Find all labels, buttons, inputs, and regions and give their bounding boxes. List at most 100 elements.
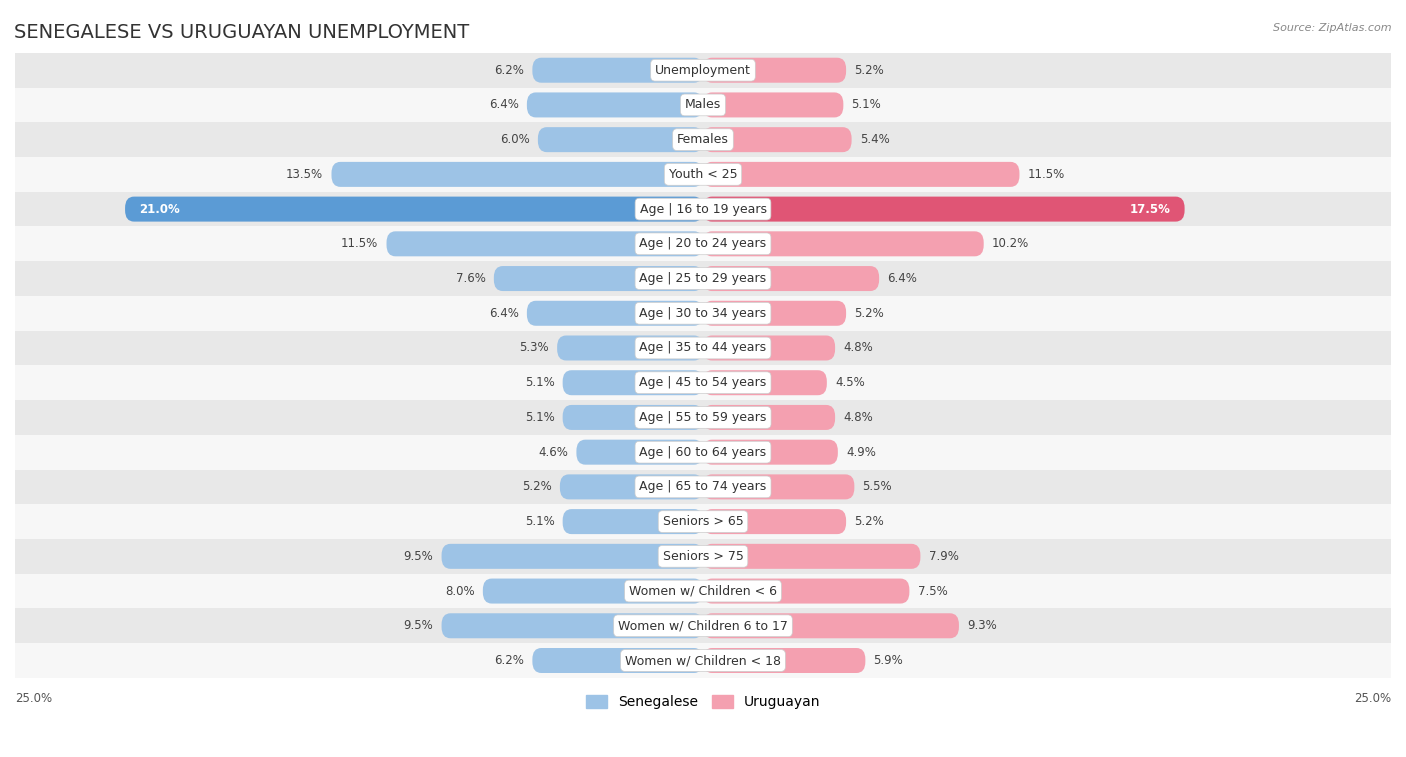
Text: Females: Females [678, 133, 728, 146]
Text: Age | 65 to 74 years: Age | 65 to 74 years [640, 481, 766, 494]
FancyBboxPatch shape [557, 335, 703, 360]
Bar [15, 331, 1391, 366]
Text: Age | 16 to 19 years: Age | 16 to 19 years [640, 203, 766, 216]
FancyBboxPatch shape [703, 301, 846, 326]
Text: 5.2%: 5.2% [855, 307, 884, 319]
Text: 9.5%: 9.5% [404, 550, 433, 563]
Text: 10.2%: 10.2% [993, 238, 1029, 251]
FancyBboxPatch shape [703, 405, 835, 430]
FancyBboxPatch shape [533, 648, 703, 673]
Text: 6.4%: 6.4% [887, 272, 917, 285]
FancyBboxPatch shape [703, 266, 879, 291]
Text: Source: ZipAtlas.com: Source: ZipAtlas.com [1274, 23, 1392, 33]
Text: 6.0%: 6.0% [501, 133, 530, 146]
Bar [15, 261, 1391, 296]
FancyBboxPatch shape [562, 370, 703, 395]
Text: Age | 30 to 34 years: Age | 30 to 34 years [640, 307, 766, 319]
Text: 5.2%: 5.2% [855, 64, 884, 76]
FancyBboxPatch shape [703, 613, 959, 638]
FancyBboxPatch shape [703, 509, 846, 534]
Bar [15, 504, 1391, 539]
Text: 5.2%: 5.2% [855, 515, 884, 528]
FancyBboxPatch shape [527, 301, 703, 326]
Bar [15, 400, 1391, 435]
Bar [15, 609, 1391, 643]
Text: 5.1%: 5.1% [524, 411, 554, 424]
FancyBboxPatch shape [703, 335, 835, 360]
FancyBboxPatch shape [441, 544, 703, 569]
FancyBboxPatch shape [703, 440, 838, 465]
Text: Women w/ Children < 18: Women w/ Children < 18 [626, 654, 780, 667]
Text: 4.9%: 4.9% [846, 446, 876, 459]
Text: Age | 60 to 64 years: Age | 60 to 64 years [640, 446, 766, 459]
Bar [15, 469, 1391, 504]
Bar [15, 643, 1391, 678]
FancyBboxPatch shape [482, 578, 703, 603]
FancyBboxPatch shape [703, 544, 921, 569]
Text: 4.8%: 4.8% [844, 341, 873, 354]
FancyBboxPatch shape [125, 197, 703, 222]
Text: Males: Males [685, 98, 721, 111]
Text: 7.5%: 7.5% [918, 584, 948, 597]
FancyBboxPatch shape [527, 92, 703, 117]
Bar [15, 226, 1391, 261]
FancyBboxPatch shape [703, 127, 852, 152]
Bar [15, 88, 1391, 123]
Bar [15, 53, 1391, 88]
Bar [15, 539, 1391, 574]
Text: 13.5%: 13.5% [285, 168, 323, 181]
FancyBboxPatch shape [538, 127, 703, 152]
Text: Age | 55 to 59 years: Age | 55 to 59 years [640, 411, 766, 424]
Text: Seniors > 75: Seniors > 75 [662, 550, 744, 563]
Text: 25.0%: 25.0% [1354, 692, 1391, 705]
Text: 6.2%: 6.2% [495, 64, 524, 76]
FancyBboxPatch shape [703, 92, 844, 117]
Text: 25.0%: 25.0% [15, 692, 52, 705]
FancyBboxPatch shape [703, 648, 865, 673]
Text: 5.1%: 5.1% [524, 515, 554, 528]
Text: 5.9%: 5.9% [873, 654, 904, 667]
Text: 4.5%: 4.5% [835, 376, 865, 389]
Bar [15, 296, 1391, 331]
Text: 5.4%: 5.4% [860, 133, 890, 146]
Text: SENEGALESE VS URUGUAYAN UNEMPLOYMENT: SENEGALESE VS URUGUAYAN UNEMPLOYMENT [14, 23, 470, 42]
Text: 21.0%: 21.0% [139, 203, 180, 216]
Text: 5.3%: 5.3% [519, 341, 548, 354]
Text: 9.5%: 9.5% [404, 619, 433, 632]
FancyBboxPatch shape [703, 58, 846, 83]
Text: 11.5%: 11.5% [342, 238, 378, 251]
FancyBboxPatch shape [533, 58, 703, 83]
Text: 5.1%: 5.1% [852, 98, 882, 111]
Text: 5.2%: 5.2% [522, 481, 551, 494]
Text: 9.3%: 9.3% [967, 619, 997, 632]
Bar [15, 574, 1391, 609]
FancyBboxPatch shape [387, 232, 703, 257]
Text: 5.5%: 5.5% [863, 481, 893, 494]
FancyBboxPatch shape [494, 266, 703, 291]
FancyBboxPatch shape [332, 162, 703, 187]
Text: Age | 45 to 54 years: Age | 45 to 54 years [640, 376, 766, 389]
FancyBboxPatch shape [562, 509, 703, 534]
FancyBboxPatch shape [703, 578, 910, 603]
Text: Age | 25 to 29 years: Age | 25 to 29 years [640, 272, 766, 285]
Text: 6.4%: 6.4% [489, 307, 519, 319]
Text: Women w/ Children < 6: Women w/ Children < 6 [628, 584, 778, 597]
Text: 8.0%: 8.0% [444, 584, 475, 597]
FancyBboxPatch shape [703, 232, 984, 257]
Text: Unemployment: Unemployment [655, 64, 751, 76]
Text: 11.5%: 11.5% [1028, 168, 1064, 181]
Text: 6.2%: 6.2% [495, 654, 524, 667]
Text: Age | 20 to 24 years: Age | 20 to 24 years [640, 238, 766, 251]
Bar [15, 192, 1391, 226]
Text: 4.6%: 4.6% [538, 446, 568, 459]
FancyBboxPatch shape [703, 197, 1185, 222]
Text: Seniors > 65: Seniors > 65 [662, 515, 744, 528]
Text: Women w/ Children 6 to 17: Women w/ Children 6 to 17 [619, 619, 787, 632]
Bar [15, 123, 1391, 157]
Text: 5.1%: 5.1% [524, 376, 554, 389]
Bar [15, 157, 1391, 192]
FancyBboxPatch shape [560, 475, 703, 500]
Bar [15, 435, 1391, 469]
Text: 7.6%: 7.6% [456, 272, 485, 285]
Text: Youth < 25: Youth < 25 [669, 168, 737, 181]
